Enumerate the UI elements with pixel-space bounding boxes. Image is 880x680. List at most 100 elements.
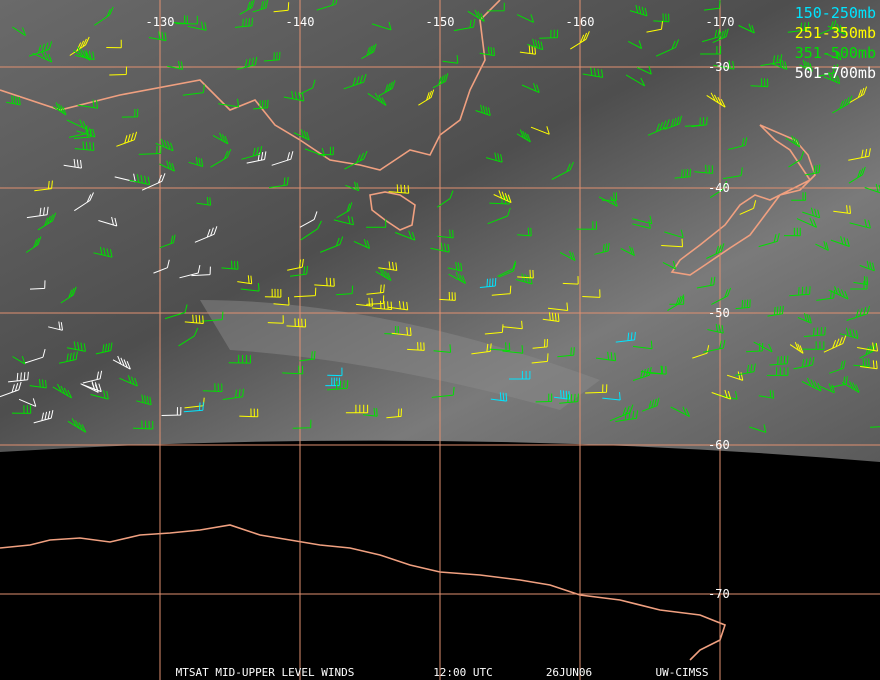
wind-barb [760,54,783,67]
wind-barb [739,200,757,215]
wind-barb [293,129,310,141]
wind-barb [327,367,343,377]
wind-barb [212,132,229,145]
footer: MTSAT MID-UPPER LEVEL WINDS 12:00 UTC 26JU… [176,666,709,679]
wind-barb [433,344,452,353]
wind-barb [356,297,373,307]
wind-barb [706,243,725,259]
wind-barb [48,321,63,331]
wind-barb [833,205,851,214]
wind-barb [783,227,801,237]
wind-barb [246,151,267,164]
wind-barb [432,73,449,89]
wind-barb [182,84,205,96]
wind-barb [300,220,322,241]
wind-barb [119,375,138,387]
wind-barb [653,13,670,23]
wind-barb [95,342,113,355]
wind-barb [771,59,788,70]
wind-barb [517,227,532,237]
wind-barb [559,250,576,261]
wind-barb [25,236,42,253]
wind-barb [749,424,767,433]
wind-barb [29,280,46,290]
wind-barb [375,267,392,282]
wind-barb [674,168,691,179]
wind-barb [58,351,78,364]
legend-entry: 501-700mb [795,64,876,82]
wind-barb [299,350,316,362]
wind-barb [371,300,393,310]
wind-barb [439,291,456,301]
wind-barb [869,426,880,428]
wind-barb [860,360,878,370]
wind-barb [129,174,151,186]
wind-barb [366,219,387,228]
wind-barb [582,289,601,298]
wind-barb [292,419,312,429]
wind-barb [609,404,634,422]
wind-barb [787,21,810,33]
wind-barb [789,286,811,297]
wind-barb [859,260,875,272]
wind-barb [67,418,87,433]
wind-barb [818,64,839,77]
wind-barb [159,160,175,172]
lat-label: -60 [708,438,730,452]
wind-barb [336,202,353,219]
wind-barb [66,341,86,352]
wind-barb [706,92,726,108]
wind-barb [532,338,548,349]
wind-barb [388,184,410,194]
wind-barb [846,305,871,321]
wind-barb [696,276,716,289]
wind-barb [448,271,467,284]
wind-barb [789,342,804,354]
wind-barb [161,406,182,416]
wind-barb [602,392,621,401]
wind-barb [479,46,495,57]
wind-barb [557,347,575,358]
coastline-antarctica [0,524,726,661]
wind-barb [735,363,756,376]
wind-barb [391,327,412,336]
wind-barb [636,66,652,75]
lat-label: -70 [708,587,730,601]
wind-barb [487,2,505,12]
wind-barb [236,56,258,70]
wind-barb [664,115,682,130]
wind-barb [141,173,166,191]
wind-barb [479,277,497,288]
wind-barb [33,409,54,424]
wind-barb [709,180,728,199]
wind-barb [559,393,579,404]
wind-barb [818,383,835,394]
wind-barb [371,21,392,31]
wind-barb [11,405,32,414]
wind-barb [282,365,304,375]
wind-barb [191,266,211,277]
wind-barb [8,371,29,383]
lat-label: -30 [708,60,730,74]
wind-barb [221,260,239,270]
wind-barb [437,229,454,239]
wind-barb [848,148,871,161]
wind-barb [37,212,57,231]
lon-label: -130 [146,15,175,29]
wind-barb [655,39,680,57]
wind-barb [684,117,705,127]
wind-barb [264,288,282,298]
wind-barb [63,158,82,169]
wind-barb [378,261,398,271]
wind-barb [576,221,597,230]
wind-barb [447,261,463,272]
wind-barb [98,216,118,227]
wind-barb [664,229,684,239]
wind-barb [485,152,503,163]
wind-barb [12,355,26,365]
wind-barb [841,380,860,393]
wind-barb [509,371,531,380]
wind-barb [26,206,49,219]
wind-barb [712,28,729,44]
